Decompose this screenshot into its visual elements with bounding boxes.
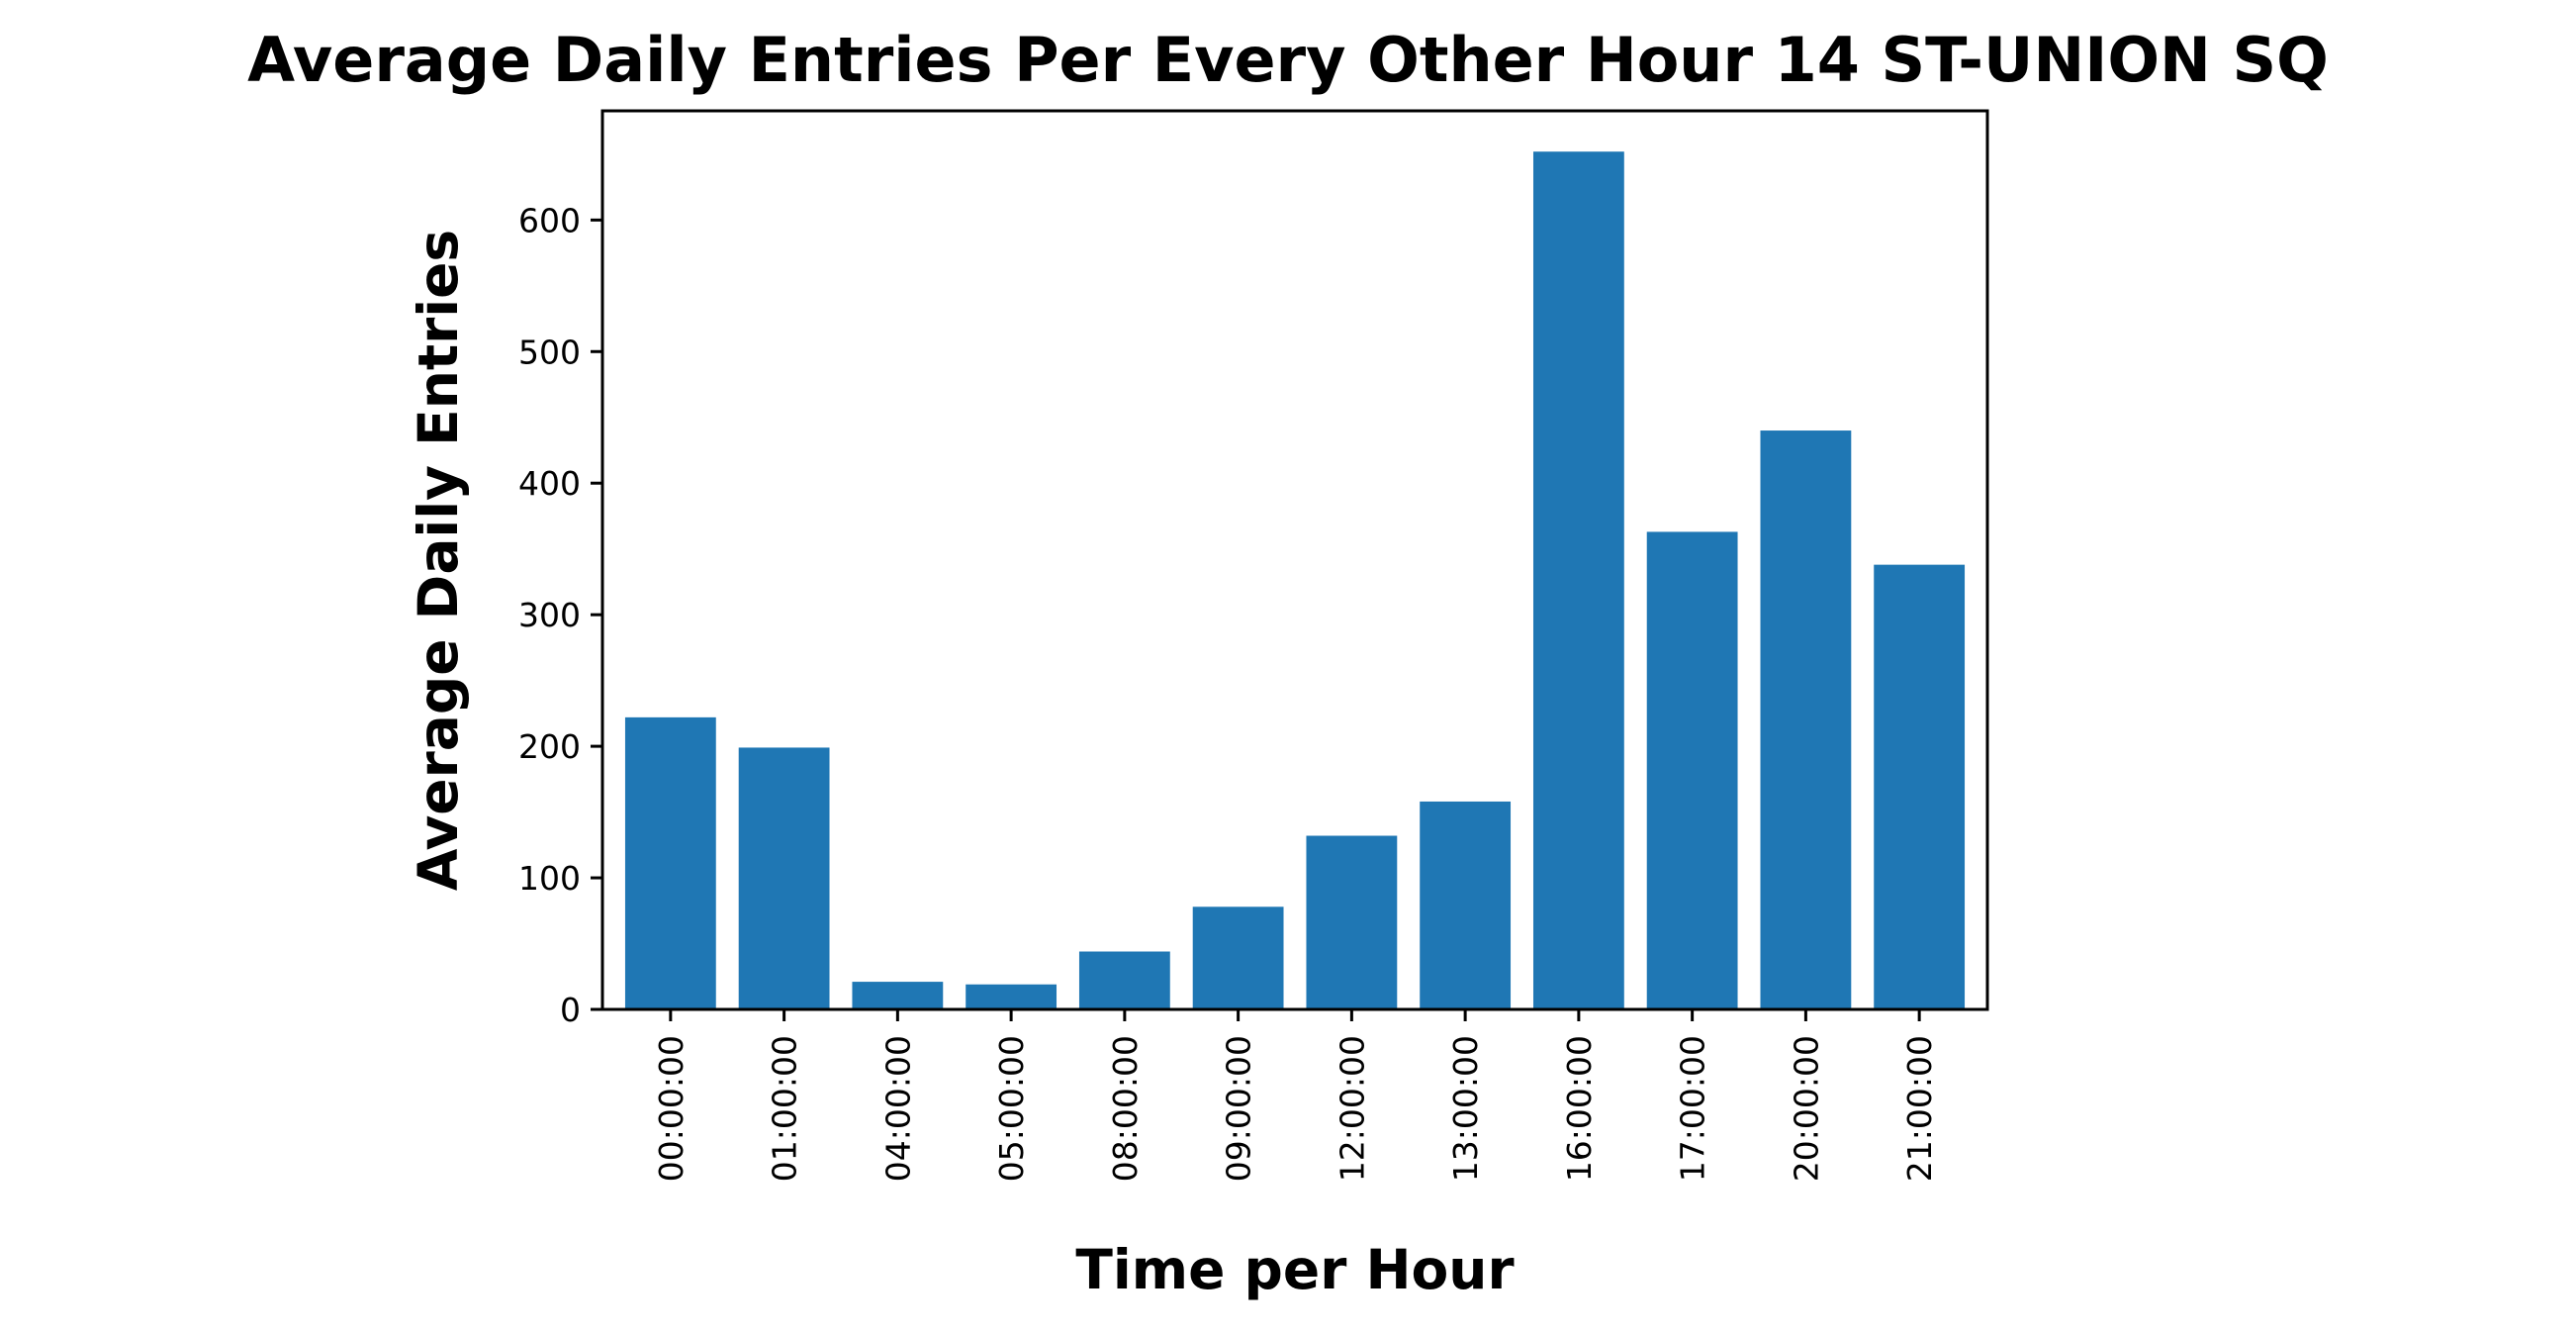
x-tick-label: 04:00:00 [878,1035,917,1182]
y-tick-label: 300 [518,596,581,634]
y-tick-label: 400 [518,464,581,503]
x-tick-label: 00:00:00 [652,1035,690,1182]
x-axis-ticks: 00:00:00 01:00:00 04:00:00 05:00:00 08:00:00… [652,1009,1939,1182]
bar-01:00:00 [738,747,830,1009]
y-axis-ticks: 0 100 200 300 400 500 600 [518,201,602,1029]
plot-frame [600,109,1989,1011]
y-tick-label: 200 [518,727,581,766]
x-tick-label: 17:00:00 [1674,1035,1712,1182]
y-tick-label: 600 [518,201,581,239]
bars-layer [624,151,1966,1010]
x-tick-label: 08:00:00 [1106,1035,1145,1182]
x-axis-label: Time per Hour [1075,1238,1514,1301]
bar-13:00:00 [1420,801,1512,1009]
x-tick-label: 01:00:00 [766,1035,804,1182]
x-tick-label: 05:00:00 [992,1035,1031,1182]
bar-12:00:00 [1306,835,1398,1009]
bar-20:00:00 [1760,430,1852,1009]
bar-04:00:00 [852,982,944,1009]
bar-16:00:00 [1532,151,1624,1010]
x-tick-label: 09:00:00 [1220,1035,1258,1182]
x-tick-label: 20:00:00 [1787,1035,1825,1182]
chart-title: Average Daily Entries Per Every Other Ho… [247,24,2329,96]
y-tick-label: 100 [518,859,581,898]
y-tick-label: 500 [518,333,581,371]
bar-08:00:00 [1078,951,1170,1009]
x-tick-label: 12:00:00 [1333,1035,1371,1182]
x-tick-label: 13:00:00 [1446,1035,1485,1182]
x-tick-label: 21:00:00 [1900,1035,1939,1182]
bar-09:00:00 [1192,906,1284,1009]
x-tick-label: 16:00:00 [1560,1035,1599,1182]
bar-17:00:00 [1646,531,1738,1009]
bar-00:00:00 [624,716,716,1009]
y-axis-label: Average Daily Entries [407,230,470,891]
bar-05:00:00 [966,984,1058,1009]
bar-21:00:00 [1874,564,1966,1009]
y-tick-label: 0 [560,991,581,1029]
